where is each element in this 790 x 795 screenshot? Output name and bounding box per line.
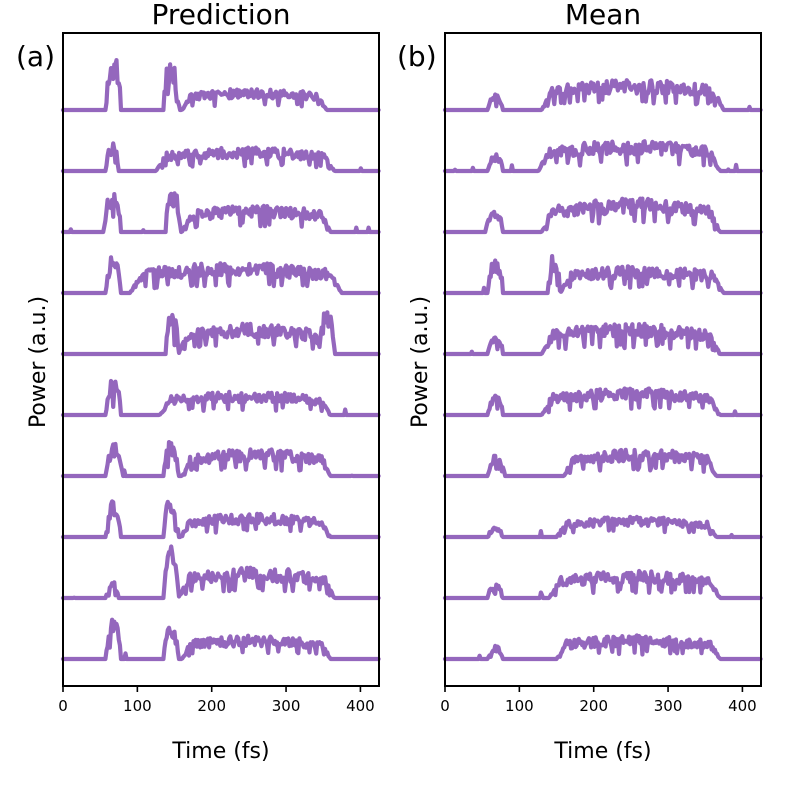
panel-b-xtick-label-100: 100 [505, 697, 534, 715]
panel-a-trace-8 [60, 499, 381, 540]
panel-b-xtick-label-300: 300 [654, 697, 683, 715]
panel-b-trace-6 [442, 386, 763, 418]
panel-b-xtick-label-0: 0 [440, 697, 450, 715]
panel-b-trace-3 [442, 196, 763, 235]
panel-b-title: Mean [565, 0, 641, 31]
panel-b-label: (b) [397, 40, 437, 73]
panel-b-traces [442, 78, 763, 662]
panel-a-xtick-label-300: 300 [272, 697, 301, 715]
panel-a-trace-5 [60, 310, 381, 357]
panel-b-trace-2 [442, 139, 763, 174]
panel-b-trace-5 [442, 321, 763, 357]
panel-b-xtick-label-400: 400 [728, 697, 757, 715]
panel-b-trace-1 [442, 78, 763, 113]
panel-a-trace-1 [60, 57, 381, 113]
panel-b-xtick-label-200: 200 [579, 697, 608, 715]
panel-a-trace-2 [60, 141, 381, 174]
panel-a-title: Prediction [151, 0, 290, 31]
panel-a-trace-3 [60, 191, 381, 235]
panel-prediction: Prediction (a) Power (a.u.) Time (fs) 0 1… [16, 0, 381, 764]
panel-b-trace-4 [442, 254, 763, 296]
panel-mean: Mean (b) Power (a.u.) Time (fs) 0 100 200 3… [397, 0, 763, 764]
panel-b-trace-9 [442, 568, 763, 601]
panel-a-trace-7 [60, 440, 381, 479]
panel-b-trace-7 [442, 447, 763, 479]
panel-a-traces [60, 57, 381, 662]
panel-a-xticks: 0 100 200 300 400 [58, 686, 375, 715]
panel-a-xtick-label-0: 0 [58, 697, 68, 715]
panel-a-ylabel: Power (a.u.) [26, 296, 51, 428]
panel-a-xlabel: Time (fs) [171, 739, 269, 764]
panel-a-xtick-label-400: 400 [346, 697, 375, 715]
panel-a-label: (a) [16, 40, 55, 73]
panel-b-trace-10 [442, 633, 763, 662]
panel-b-trace-8 [442, 514, 763, 540]
panel-a-frame [62, 32, 380, 687]
panel-a-xtick-label-100: 100 [123, 697, 152, 715]
panel-b-xticks: 0 100 200 300 400 [440, 686, 757, 715]
panel-b-frame [444, 32, 762, 687]
panel-a-xtick-label-200: 200 [197, 697, 226, 715]
panel-b-ylabel: Power (a.u.) [408, 296, 433, 428]
panel-a-trace-6 [60, 378, 381, 418]
panel-a-trace-4 [60, 255, 381, 296]
panel-a-trace-9 [60, 544, 381, 601]
panel-b-xlabel: Time (fs) [553, 739, 651, 764]
panel-a-trace-10 [60, 617, 381, 662]
